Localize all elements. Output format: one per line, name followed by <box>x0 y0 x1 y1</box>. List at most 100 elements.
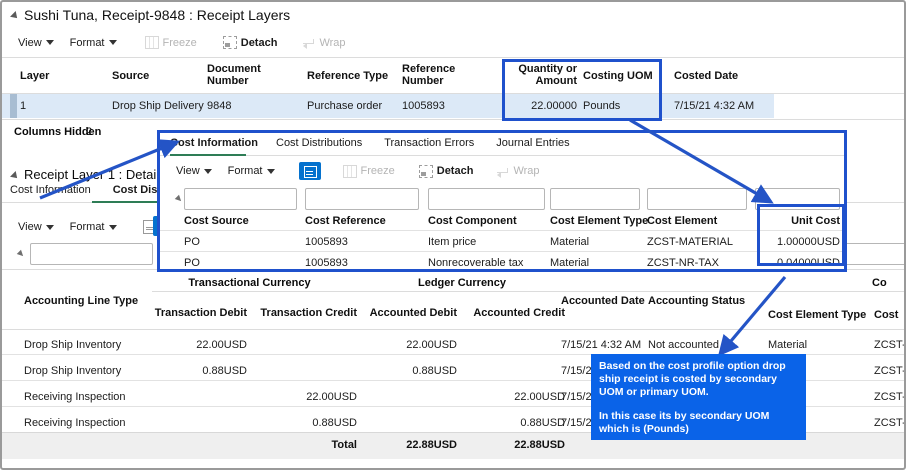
overlay-tab-cost-distributions[interactable]: Cost Distributions <box>276 137 363 149</box>
overlay-filter-input-cost-element-type[interactable] <box>550 188 640 210</box>
overlay-detach-button[interactable]: Detach <box>411 164 482 178</box>
dist-row4-accounted-credit: 0.88USD <box>520 417 565 429</box>
receipt-layers-toolbar: View Format Freeze Detach Wrap <box>10 36 354 49</box>
filter-input-accounting-line-type[interactable] <box>30 243 153 265</box>
overlay-wrap-button[interactable]: Wrap <box>489 165 547 178</box>
dist-row4-transaction-credit: 0.88USD <box>312 417 357 429</box>
row-selector-bar[interactable] <box>10 94 17 118</box>
overlay-tab-journal-entries[interactable]: Journal Entries <box>496 137 570 149</box>
dist-row4-accounting-line-type: Receiving Inspection <box>24 417 126 429</box>
freeze-button[interactable]: Freeze <box>137 36 205 49</box>
col-header-accounting-status[interactable]: Accounting Status <box>648 295 746 307</box>
overlay-row2-cost-element-type: Material <box>550 257 590 269</box>
col-header-source[interactable]: Source <box>112 70 150 82</box>
col-header-reference-type[interactable]: Reference Type <box>307 70 389 82</box>
total-accounted-credit: 22.88USD <box>514 439 565 451</box>
overlay-row1-cost-component: Item price <box>428 236 477 248</box>
overlay-tab-cost-information[interactable]: Cost Information <box>170 137 258 149</box>
col-header-document-number[interactable]: Document Number <box>207 63 261 87</box>
cell-layer: 1 <box>20 100 27 112</box>
col-header-reference-number[interactable]: Reference Number <box>402 63 456 87</box>
chevron-down-icon <box>45 224 54 230</box>
distributions-view-menu[interactable]: View <box>10 221 62 233</box>
columns-hidden-label: Columns Hidden <box>14 126 102 138</box>
overlay-tabs: Cost Information Cost Distributions Tran… <box>170 137 592 154</box>
overlay-col-header-cost-reference[interactable]: Cost Reference <box>305 215 386 227</box>
overlay-filter-input-unit-cost[interactable] <box>755 188 840 210</box>
detach-icon <box>418 164 433 178</box>
cell-document-number: 9848 <box>207 100 232 112</box>
col-header-layer[interactable]: Layer <box>20 70 50 82</box>
col-header-transaction-credit[interactable]: Transaction Credit <box>260 307 357 319</box>
overlay-filter-input-cost-component[interactable] <box>428 188 545 210</box>
overlay-query-by-example-button[interactable] <box>291 162 329 180</box>
col-header-accounted-debit[interactable]: Accounted Debit <box>369 307 457 319</box>
filter-input-partial-right-a[interactable] <box>840 243 904 265</box>
details-section-title: Receipt Layer 1 : Details <box>10 152 166 182</box>
chevron-down-icon <box>45 40 54 45</box>
wrap-button[interactable]: Wrap <box>295 37 353 49</box>
dist-row4-cost-element: ZCST- <box>874 417 906 429</box>
overlay-filter-input-cost-reference[interactable] <box>305 188 419 210</box>
overlay-row2-cost-source: PO <box>184 257 200 269</box>
chevron-down-icon <box>266 168 275 174</box>
overlay-filter-input-cost-source[interactable] <box>184 188 297 210</box>
overlay-row1-cost-reference: 1005893 <box>305 236 348 248</box>
overlay-col-header-unit-cost[interactable]: Unit Cost <box>791 215 840 227</box>
col-header-costing-uom[interactable]: Costing UOM <box>583 70 653 82</box>
chevron-down-icon <box>108 224 117 230</box>
group-header-cost: Co <box>872 277 887 289</box>
freeze-icon <box>144 36 159 49</box>
page-title-text: Sushi Tuna, Receipt-9848 : Receipt Layer… <box>24 7 291 23</box>
tab-cost-information[interactable]: Cost Information <box>10 184 91 196</box>
receipt-layer-row-selected[interactable] <box>2 94 774 118</box>
detach-button[interactable]: Detach <box>215 36 286 49</box>
overlay-col-header-cost-component[interactable]: Cost Component <box>428 215 517 227</box>
col-header-costed-date[interactable]: Costed Date <box>674 70 739 82</box>
overlay-freeze-button[interactable]: Freeze <box>335 164 403 178</box>
col-header-accounting-line-type[interactable]: Accounting Line Type <box>24 295 139 307</box>
overlay-col-header-cost-element-type[interactable]: Cost Element Type <box>550 215 649 227</box>
view-menu[interactable]: View <box>10 37 62 49</box>
cell-reference-type: Purchase order <box>307 100 383 112</box>
overlay-active-tab-underline <box>170 154 246 156</box>
dist-row4-accounted-date: 7/15/2 <box>561 417 592 429</box>
collapse-triangle-icon[interactable] <box>10 11 20 22</box>
cell-costed-date: 7/15/21 4:32 AM <box>674 100 755 112</box>
dist-row1-cost-element: ZCST- <box>874 339 906 351</box>
format-menu[interactable]: Format <box>62 37 125 49</box>
overlay-filter-input-cost-element[interactable] <box>647 188 747 210</box>
cost-information-overlay-panel: Cost Information Cost Distributions Tran… <box>157 130 847 272</box>
dist-row1-accounting-status: Not accounted <box>648 339 719 351</box>
overlay-row1-unit-cost: 1.00000USD <box>777 236 840 248</box>
cell-quantity-or-amount: 22.00000 <box>531 100 577 112</box>
overlay-tab-transaction-errors[interactable]: Transaction Errors <box>384 137 475 149</box>
overlay-col-header-cost-element[interactable]: Cost Element <box>647 215 718 227</box>
overlay-col-header-cost-source[interactable]: Cost Source <box>184 215 249 227</box>
overlay-row2-unit-cost: 0.04000USD <box>777 257 840 269</box>
distributions-format-menu[interactable]: Format <box>62 221 125 233</box>
col-header-cost-element[interactable]: Cost <box>874 309 899 321</box>
detach-icon <box>222 36 237 49</box>
columns-hidden-count: 2 <box>86 126 93 138</box>
col-header-accounted-date[interactable]: Accounted Date <box>561 295 645 307</box>
overlay-toolbar: View Format Freeze Detach Wrap <box>168 162 548 180</box>
dist-row3-cost-element: ZCST- <box>874 391 906 403</box>
callout-line-1: Based on the cost profile option drop sh… <box>599 360 786 398</box>
receipt-layers-table: Layer Source Document Number Reference T… <box>2 58 904 120</box>
col-header-cost-element-type[interactable]: Cost Element Type <box>768 309 867 321</box>
dist-row1-cost-element-type: Material <box>768 339 808 351</box>
group-header-ledger-currency: Ledger Currency <box>417 277 507 289</box>
wrap-icon <box>497 166 509 178</box>
overlay-row2-cost-reference: 1005893 <box>305 257 348 269</box>
overlay-row2-cost-element: ZCST-NR-TAX <box>647 257 719 269</box>
overlay-row1-cost-element-type: Material <box>550 236 590 248</box>
col-header-accounted-credit[interactable]: Accounted Credit <box>473 307 565 319</box>
overlay-row1-cost-element: ZCST-MATERIAL <box>647 236 733 248</box>
overlay-format-menu[interactable]: Format <box>220 165 283 177</box>
col-header-quantity-or-amount[interactable]: Quantity or Amount <box>518 63 577 87</box>
overlay-view-menu[interactable]: View <box>168 165 220 177</box>
dist-row1-accounted-date: 7/15/21 4:32 AM <box>561 339 642 351</box>
details-collapse-triangle-icon[interactable] <box>10 170 20 181</box>
col-header-transaction-debit[interactable]: Transaction Debit <box>154 307 247 319</box>
